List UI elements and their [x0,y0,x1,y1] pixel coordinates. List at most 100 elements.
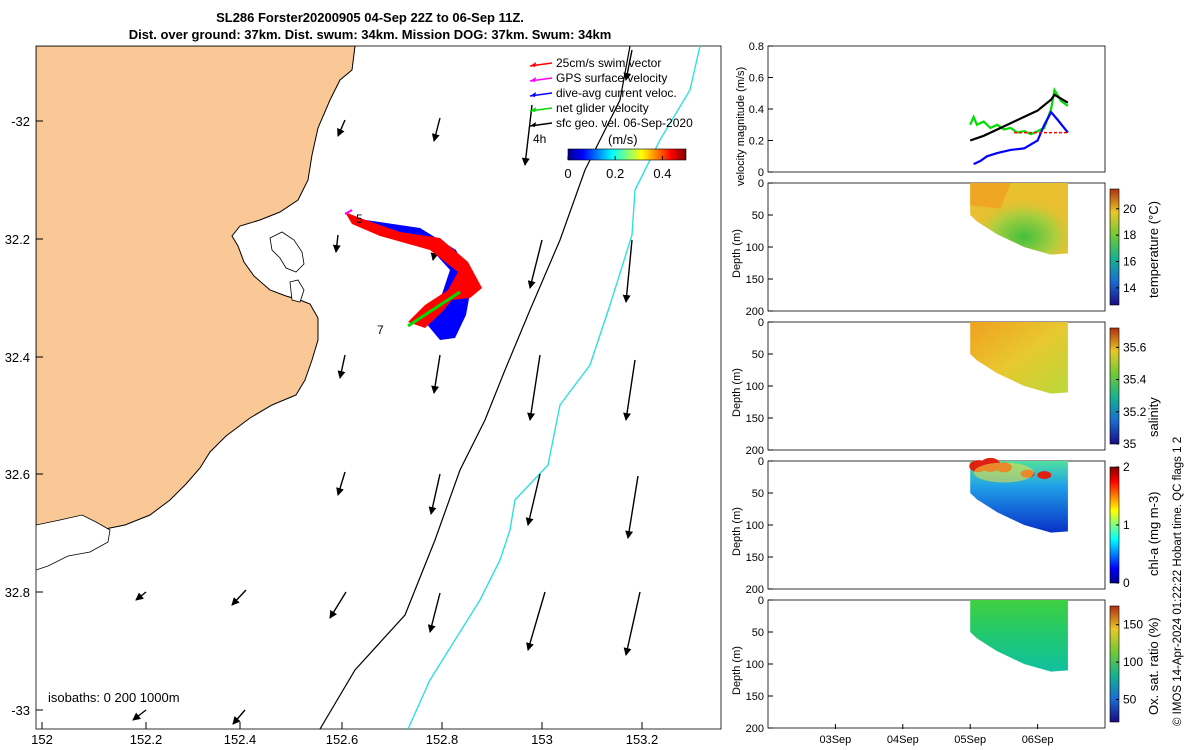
colorbar-ticks: 0 0.2 0.4 [564,156,671,181]
lon-tick-label: 152.2 [130,732,163,747]
colorbar-tick-label: 0 [1123,576,1130,590]
colorbar-tick-label: 18 [1123,228,1137,242]
geo-velocity-arrow [526,591,546,651]
isobath-1000m [407,46,701,729]
depth-tick-label: 0 [758,456,764,468]
geo-velocity-arrow [431,354,441,394]
velocity-series-line [969,87,1069,136]
depth-tick-label: 200 [746,584,764,596]
depth-tick-label: 100 [746,381,764,393]
velocity-frame [767,45,1106,173]
colorbar-tick-label: 0.4 [653,166,671,181]
geo-velocity-arrow [431,117,441,142]
depth-tick-label: 150 [746,691,764,703]
geo-velocity-arrow [622,239,633,303]
colorbar-tick-label: 35.4 [1123,373,1147,387]
geo-velocity-arrow [232,709,246,725]
colorbar-label: temperature (°C) [1146,201,1161,298]
legend-label: 25cm/s swim vector [556,56,661,70]
lat-tick-label: 32.6 [5,467,30,482]
depth-axis-label: Depth (m) [731,646,743,695]
gps-vector [344,209,353,215]
geo-velocity-arrow [521,104,533,166]
depth-axis-label: Depth (m) [731,229,743,278]
speed-colorbar [567,148,687,161]
legend-entry: GPS surface velocity [529,71,667,85]
legend-entry: 25cm/s swim vector [529,56,661,70]
depth-tick-label: 150 [746,413,764,425]
section-data-fill [970,600,1068,672]
section-panel: 0 50 100 150 200 Depth (m) 0 1 2 chl-a (mg m-3) [731,456,1161,596]
velocity-ytick-label: 0.4 [749,104,764,116]
time-tick-label: 04Sep [887,734,919,746]
lagoon [36,514,111,571]
geo-velocity-arrow [329,591,347,619]
chart-title-line2: Dist. over ground: 37km. Dist. swum: 34k… [128,27,612,42]
depth-axis-label: Depth (m) [731,368,743,417]
colorbar-tick-label: 0.2 [606,166,624,181]
depth-tick-label: 200 [746,445,764,457]
colorbar-label: (m/s) [608,132,638,147]
legend-entry: sfc geo. vel. 06-Sep-2020 [529,116,693,130]
lat-tick-label: 32.8 [5,585,30,600]
velocity-ylabel: velocity magnitude (m/s) [735,67,747,186]
colorbar-tick-label: 16 [1123,255,1137,269]
geo-velocity-arrow [623,359,636,421]
depth-tick-label: 150 [746,274,764,286]
map-lat-ticks: -32 32.2 32.4 32.6 32.8 -33 [5,114,43,718]
colorbar-tick-label: 35 [1123,437,1137,451]
geo-velocity-arrow [427,592,441,633]
legend-entry: net glider velocity [529,101,649,115]
colorbar-tick-label: 20 [1123,202,1137,216]
section-colorbar [1109,327,1120,445]
depth-tick-label: 100 [746,520,764,532]
legend-label: sfc geo. vel. 06-Sep-2020 [556,116,693,130]
geo-velocity-arrow [337,354,346,379]
colorbar-tick-label: 150 [1123,618,1143,632]
section-colorbar [1109,605,1120,723]
colorbar-tick-label: 35.2 [1123,405,1147,419]
colorbar-tick-label: 1 [1123,518,1130,532]
legend-entry: dive-avg current veloc. [529,86,677,100]
chart-title-line1: SL286 Forster20200905 04-Sep 22Z to 06-S… [216,10,524,25]
geo-velocity-arrow [623,591,641,656]
lon-tick-label: 152 [31,732,53,747]
time-tick-label: 05Sep [954,734,986,746]
depth-tick-label: 100 [746,659,764,671]
depth-tick-label: 0 [758,595,764,607]
section-data-fill [970,322,1068,394]
lake [289,279,305,303]
velocity-ytick-label: 0.8 [749,41,764,53]
depth-axis-label: Depth (m) [731,507,743,556]
colorbar-label: salinity [1146,397,1161,437]
geo-velocity-arrow [132,709,147,721]
time-tick-label: 06Sep [1022,734,1054,746]
lon-tick-label: 152.8 [426,732,459,747]
glider-track [344,209,482,340]
depth-tick-label: 50 [752,488,764,500]
geo-velocity-arrow [336,471,346,496]
geo-velocity-arrow [527,239,543,289]
land-mass [36,46,356,561]
geo-velocity-arrow [428,473,441,515]
map-lon-ticks: 152 152.2 152.4 152.6 152.8 153 153.2 [31,722,658,747]
depth-tick-label: 50 [752,627,764,639]
section-panel: 0 50 100 150 200 Depth (m) 14 16 18 20 temperature… [731,178,1161,318]
geo-velocity-arrow [623,49,633,81]
net-velocity-vector [407,290,461,328]
lat-tick-label: 32.4 [5,350,30,365]
track-label-start: 5 [356,212,363,226]
velocity-panel: 0 0.2 0.4 0.6 0.8 velocity magnitude (m/s) [735,41,1106,186]
colorbar-label: Ox. sat. ratio (%) [1146,617,1161,715]
velocity-ytick-label: 0 [758,167,764,179]
geo-velocity-arrow [527,354,541,421]
estuary [269,231,305,273]
geo-velocity-arrow [625,475,639,539]
geo-velocity-arrow [332,234,341,253]
colorbar-tick-label: 0 [564,166,571,181]
legend-label: net glider velocity [556,101,649,115]
velocity-ytick-label: 0.6 [749,73,764,85]
